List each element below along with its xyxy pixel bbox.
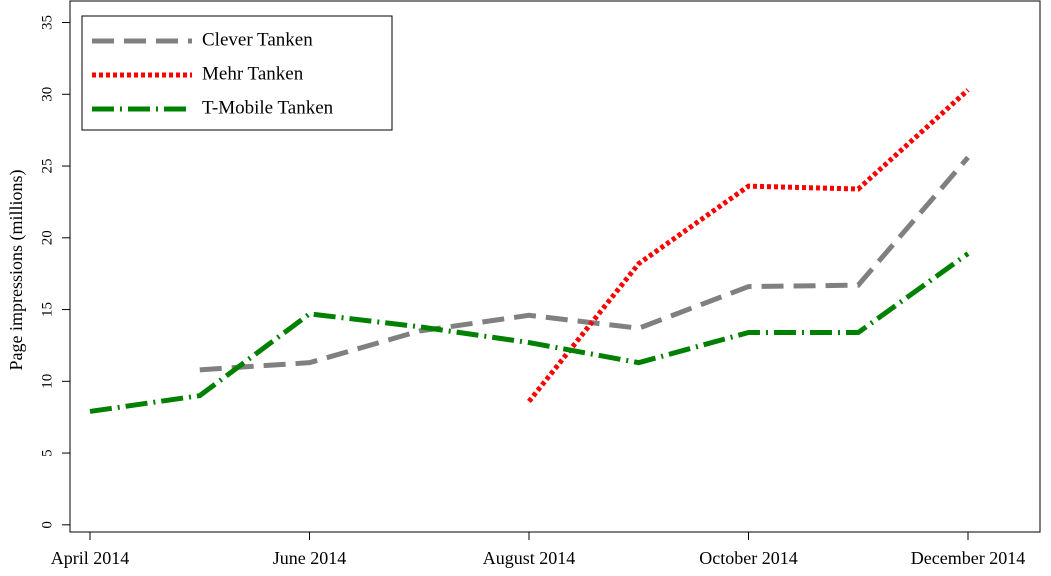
y-tick-label: 5 xyxy=(39,449,55,457)
y-tick-label: 15 xyxy=(39,302,55,317)
x-tick-label: October 2014 xyxy=(699,548,797,568)
y-tick-label: 35 xyxy=(39,15,55,30)
x-tick-label: December 2014 xyxy=(911,548,1025,568)
y-tick-label: 25 xyxy=(39,159,55,174)
x-tick-label: August 2014 xyxy=(483,548,576,568)
legend-label: Clever Tanken xyxy=(202,29,313,50)
y-tick-label: 0 xyxy=(39,521,55,529)
y-tick-label: 10 xyxy=(39,374,55,389)
x-tick-label: June 2014 xyxy=(273,548,347,568)
plot-frame xyxy=(69,0,1041,533)
y-tick-label: 20 xyxy=(39,230,55,245)
series-line xyxy=(89,251,970,414)
y-axis-label: Page impressions (millions) xyxy=(6,170,27,371)
series-line xyxy=(199,155,970,373)
legend-label: T-Mobile Tanken xyxy=(202,97,334,118)
legend-label: Mehr Tanken xyxy=(202,63,304,84)
x-tick-label: April 2014 xyxy=(51,548,130,568)
y-tick-label: 30 xyxy=(39,87,55,102)
series-line xyxy=(527,88,970,403)
